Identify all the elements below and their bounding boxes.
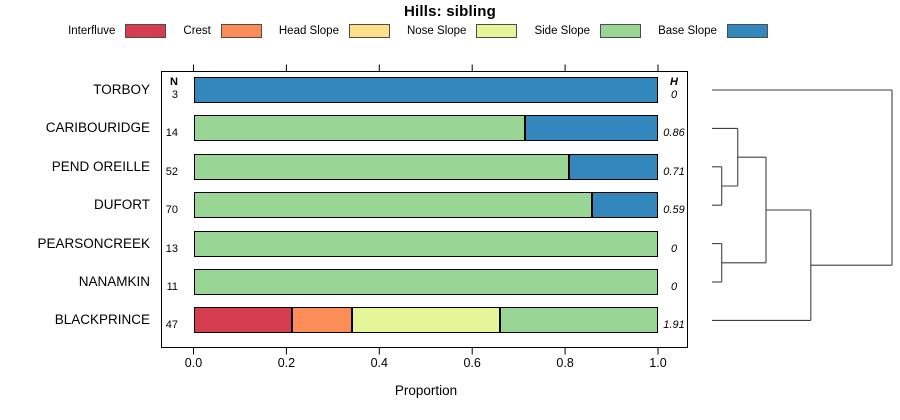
h-value: 0 — [670, 281, 678, 293]
bar-segment-base_slope — [568, 153, 658, 180]
x-axis-tick-label: 0.4 — [370, 356, 388, 370]
row-label: PEND OREILLE — [51, 158, 150, 174]
n-value: 70 — [165, 204, 178, 217]
h-value: 1.91 — [663, 319, 685, 332]
legend-label: Interfluve — [68, 25, 116, 37]
row-label: NANAMKIN — [78, 274, 150, 289]
legend-swatch-crest — [220, 24, 262, 38]
legend-swatch-side_slope — [600, 24, 642, 38]
bar-segment-base_slope — [525, 115, 658, 142]
n-value: 3 — [171, 89, 178, 101]
legend-swatch-base_slope — [726, 24, 768, 38]
x-axis-tick-label: 1.0 — [649, 356, 667, 370]
legend-item: Base Slope — [658, 24, 768, 38]
n-column-header: N — [170, 76, 178, 88]
legend-label: Nose Slope — [406, 25, 467, 37]
chart-title: Hills: sibling — [404, 3, 496, 20]
bar-segment-side_slope — [193, 230, 658, 257]
h-value: 0 — [670, 89, 678, 101]
legend-swatch-nose_slope — [476, 24, 518, 38]
bar — [193, 153, 659, 180]
bar-segment-side_slope — [193, 115, 526, 142]
x-axis-tick-label: 0.2 — [277, 356, 296, 370]
bar-segment-side_slope — [193, 269, 658, 295]
legend-swatch-interfluve — [125, 24, 167, 38]
row-label: PEARSONCREEK — [37, 235, 150, 251]
h-column-header: H — [670, 76, 678, 88]
bar — [193, 307, 659, 334]
legend-item: Crest — [183, 24, 262, 38]
bar-segment-base_slope — [193, 77, 658, 103]
x-axis-tick-label: 0.0 — [184, 356, 203, 370]
h-value: 0.71 — [663, 165, 685, 178]
h-value: 0.86 — [663, 127, 685, 140]
bar-segment-side_slope — [193, 153, 569, 180]
row-label: TORBOY — [93, 82, 150, 97]
x-axis-label: Proportion — [394, 383, 458, 398]
legend-label: Head Slope — [278, 25, 339, 37]
n-value: 47 — [165, 319, 178, 332]
n-value: 52 — [165, 165, 178, 178]
legend-label: Base Slope — [658, 25, 717, 37]
bar-segment-interfluve — [193, 307, 293, 334]
n-value: 14 — [165, 127, 178, 140]
h-value: 0.59 — [663, 204, 685, 217]
x-axis-tick-label: 0.6 — [463, 356, 481, 370]
n-value: 11 — [166, 281, 178, 293]
dendrogram — [712, 89, 893, 321]
row-label: BLACKPRINCE — [54, 312, 150, 328]
legend-label: Crest — [183, 25, 211, 37]
bar-segment-side_slope — [193, 192, 592, 219]
legend-item: Interfluve — [68, 24, 167, 38]
x-axis-tick-label: 0.8 — [556, 356, 574, 370]
bar — [193, 269, 658, 295]
legend-swatch-head_slope — [348, 24, 390, 38]
legend-item: Head Slope — [279, 24, 390, 38]
bar — [193, 192, 659, 219]
legend-item: Nose Slope — [406, 24, 518, 38]
bar-segment-side_slope — [499, 307, 658, 334]
plot-frame — [161, 71, 688, 348]
n-value: 13 — [165, 242, 178, 255]
legend-label: Side Slope — [534, 25, 591, 37]
row-label: DUFORT — [94, 197, 150, 213]
bar-segment-nose_slope — [351, 307, 500, 334]
bar-segment-base_slope — [591, 192, 658, 219]
bar — [193, 115, 659, 142]
bar — [193, 77, 658, 103]
bar — [193, 230, 658, 257]
h-value: 0 — [670, 242, 678, 255]
legend: Interfluve Crest Head Slope Nose Slope Side … — [0, 22, 868, 40]
row-label: CARIBOURIDGE — [45, 120, 150, 136]
legend-item: Side Slope — [534, 24, 642, 38]
bar-segment-crest — [292, 307, 352, 334]
